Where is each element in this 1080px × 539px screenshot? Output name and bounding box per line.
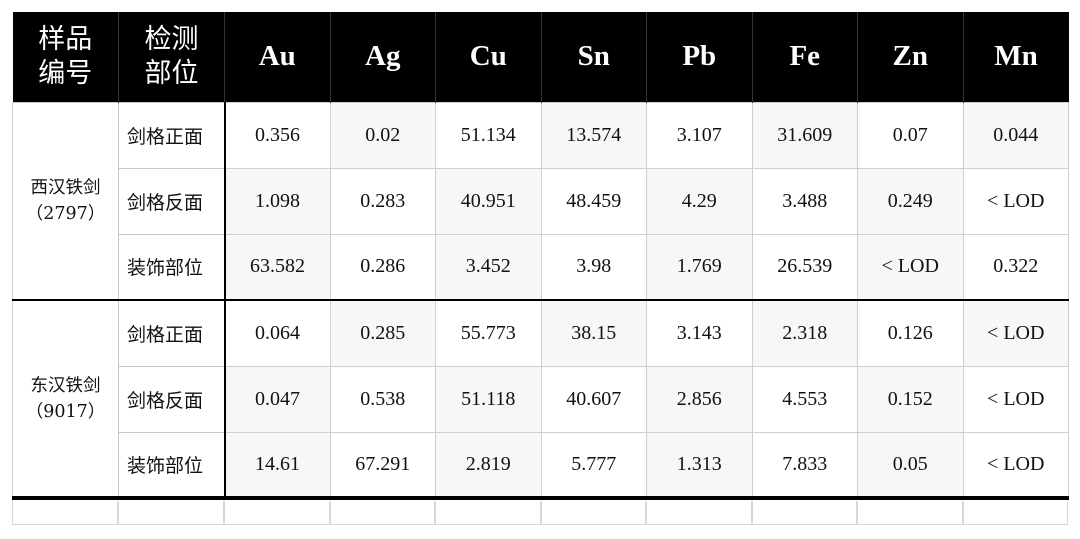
value-cell: 4.553 (751, 365, 858, 433)
value-cell: 51.118 (435, 365, 542, 433)
sample-number: （2797） (25, 203, 106, 224)
table-row: 剑格反面 1.098 0.283 40.951 48.459 4.29 3.48… (13, 167, 1069, 235)
value-cell: 13.574 (540, 101, 647, 169)
value-cell: 51.134 (435, 101, 542, 169)
position-cell: 剑格反面 (118, 365, 226, 433)
value-cell: 7.833 (751, 431, 858, 500)
value-cell: 31.609 (751, 101, 858, 169)
position-cell: 装饰部位 (118, 431, 226, 500)
value-cell: 0.322 (962, 233, 1069, 301)
position-cell: 剑格反面 (118, 167, 226, 235)
header-pb: Pb (646, 12, 753, 102)
header-cu: Cu (435, 12, 542, 102)
header-zn: Zn (857, 12, 964, 102)
empty-cell (646, 501, 752, 525)
value-cell: 26.539 (751, 233, 858, 301)
value-cell: 0.356 (224, 101, 331, 169)
header-sample-id: 样品 编号 (12, 12, 119, 102)
value-cell: 0.283 (329, 167, 436, 235)
value-cell: 38.15 (540, 299, 647, 367)
value-cell: 0.538 (329, 365, 436, 433)
value-cell: 40.951 (435, 167, 542, 235)
value-cell: 4.29 (646, 167, 753, 235)
value-cell: 0.047 (224, 365, 331, 433)
header-pos-line2: 部位 (144, 57, 199, 89)
position-cell: 剑格正面 (118, 101, 226, 169)
value-cell: 0.044 (962, 101, 1069, 169)
value-cell: 0.05 (857, 431, 964, 500)
header-test-position: 检测 部位 (118, 12, 225, 102)
empty-cell (12, 501, 118, 525)
value-cell: 0.126 (857, 299, 964, 367)
value-cell: < LOD (962, 299, 1069, 367)
table-row: 东汉铁剑 （9017） 剑格正面 0.064 0.285 55.773 38.1… (12, 299, 1069, 500)
sample-cell-eastern-han: 东汉铁剑 （9017） (12, 299, 119, 500)
value-cell: 3.98 (540, 233, 647, 301)
value-cell: < LOD (857, 233, 964, 301)
header-fe: Fe (752, 12, 858, 102)
empty-cell (224, 501, 330, 525)
value-cell: 14.61 (224, 431, 331, 500)
value-cell: 0.07 (857, 101, 964, 169)
value-cell: < LOD (962, 365, 1069, 433)
value-cell: 2.856 (646, 365, 753, 433)
empty-cell (540, 501, 646, 525)
value-cell: 0.064 (224, 299, 331, 367)
header-au: Au (224, 12, 331, 102)
value-cell: 0.02 (329, 101, 436, 169)
value-cell: 3.143 (646, 299, 753, 367)
value-cell: < LOD (962, 431, 1069, 500)
table-row: 剑格反面 0.047 0.538 51.118 40.607 2.856 4.5… (13, 365, 1069, 433)
value-cell: 48.459 (540, 167, 647, 235)
value-cell: 3.452 (435, 233, 542, 301)
value-cell: 5.777 (540, 431, 647, 500)
header-row: 样品 编号 检测 部位 Au Ag Cu Sn Pb Fe Zn Mn (12, 12, 1069, 102)
empty-cell (751, 501, 857, 525)
value-cell: 67.291 (329, 431, 436, 500)
value-cell: 0.249 (857, 167, 964, 235)
position-cell: 剑格正面 (118, 299, 226, 367)
sample-name: 西汉铁剑 (30, 177, 101, 198)
composition-table: 样品 编号 检测 部位 Au Ag Cu Sn Pb Fe Zn Mn (12, 12, 1069, 500)
value-cell: 0.152 (857, 365, 964, 433)
table-row: 装饰部位 63.582 0.286 3.452 3.98 1.769 26.53… (13, 233, 1069, 301)
header-pos-line1: 检测 (144, 23, 199, 55)
value-cell: 1.769 (646, 233, 753, 301)
sample-cell-western-han: 西汉铁剑 （2797） (12, 101, 119, 301)
value-cell: 40.607 (540, 365, 647, 433)
value-cell: 1.313 (646, 431, 753, 500)
header-sample-line1: 样品 (38, 23, 93, 55)
value-cell: 2.318 (751, 299, 858, 367)
sample-name: 东汉铁剑 (30, 375, 101, 396)
value-cell: 3.488 (751, 167, 858, 235)
composition-table-wrapper: 样品 编号 检测 部位 Au Ag Cu Sn Pb Fe Zn Mn (12, 12, 1069, 500)
empty-cell (118, 501, 224, 525)
value-cell: 2.819 (435, 431, 542, 500)
header-mn: Mn (994, 40, 1038, 73)
empty-cell (329, 501, 435, 525)
empty-footer-row (12, 501, 1068, 527)
value-cell: 0.286 (329, 233, 436, 301)
empty-cell (857, 501, 963, 525)
value-cell: 55.773 (435, 299, 542, 367)
table-row: 西汉铁剑 （2797） 剑格正面 0.356 0.02 51.134 13.57… (12, 101, 1069, 301)
header-sn: Sn (541, 12, 647, 102)
value-cell: < LOD (962, 167, 1069, 235)
sample-number: （9017） (25, 401, 106, 422)
empty-cell (435, 501, 541, 525)
header-sample-line2: 编号 (38, 57, 93, 89)
position-cell: 装饰部位 (118, 233, 226, 301)
table-row: 装饰部位 14.61 67.291 2.819 5.777 1.313 7.83… (13, 431, 1069, 500)
header-ag: Ag (330, 12, 436, 102)
value-cell: 63.582 (224, 233, 331, 301)
value-cell: 3.107 (646, 101, 753, 169)
empty-cell (962, 501, 1068, 525)
value-cell: 0.285 (329, 299, 436, 367)
value-cell: 1.098 (224, 167, 331, 235)
